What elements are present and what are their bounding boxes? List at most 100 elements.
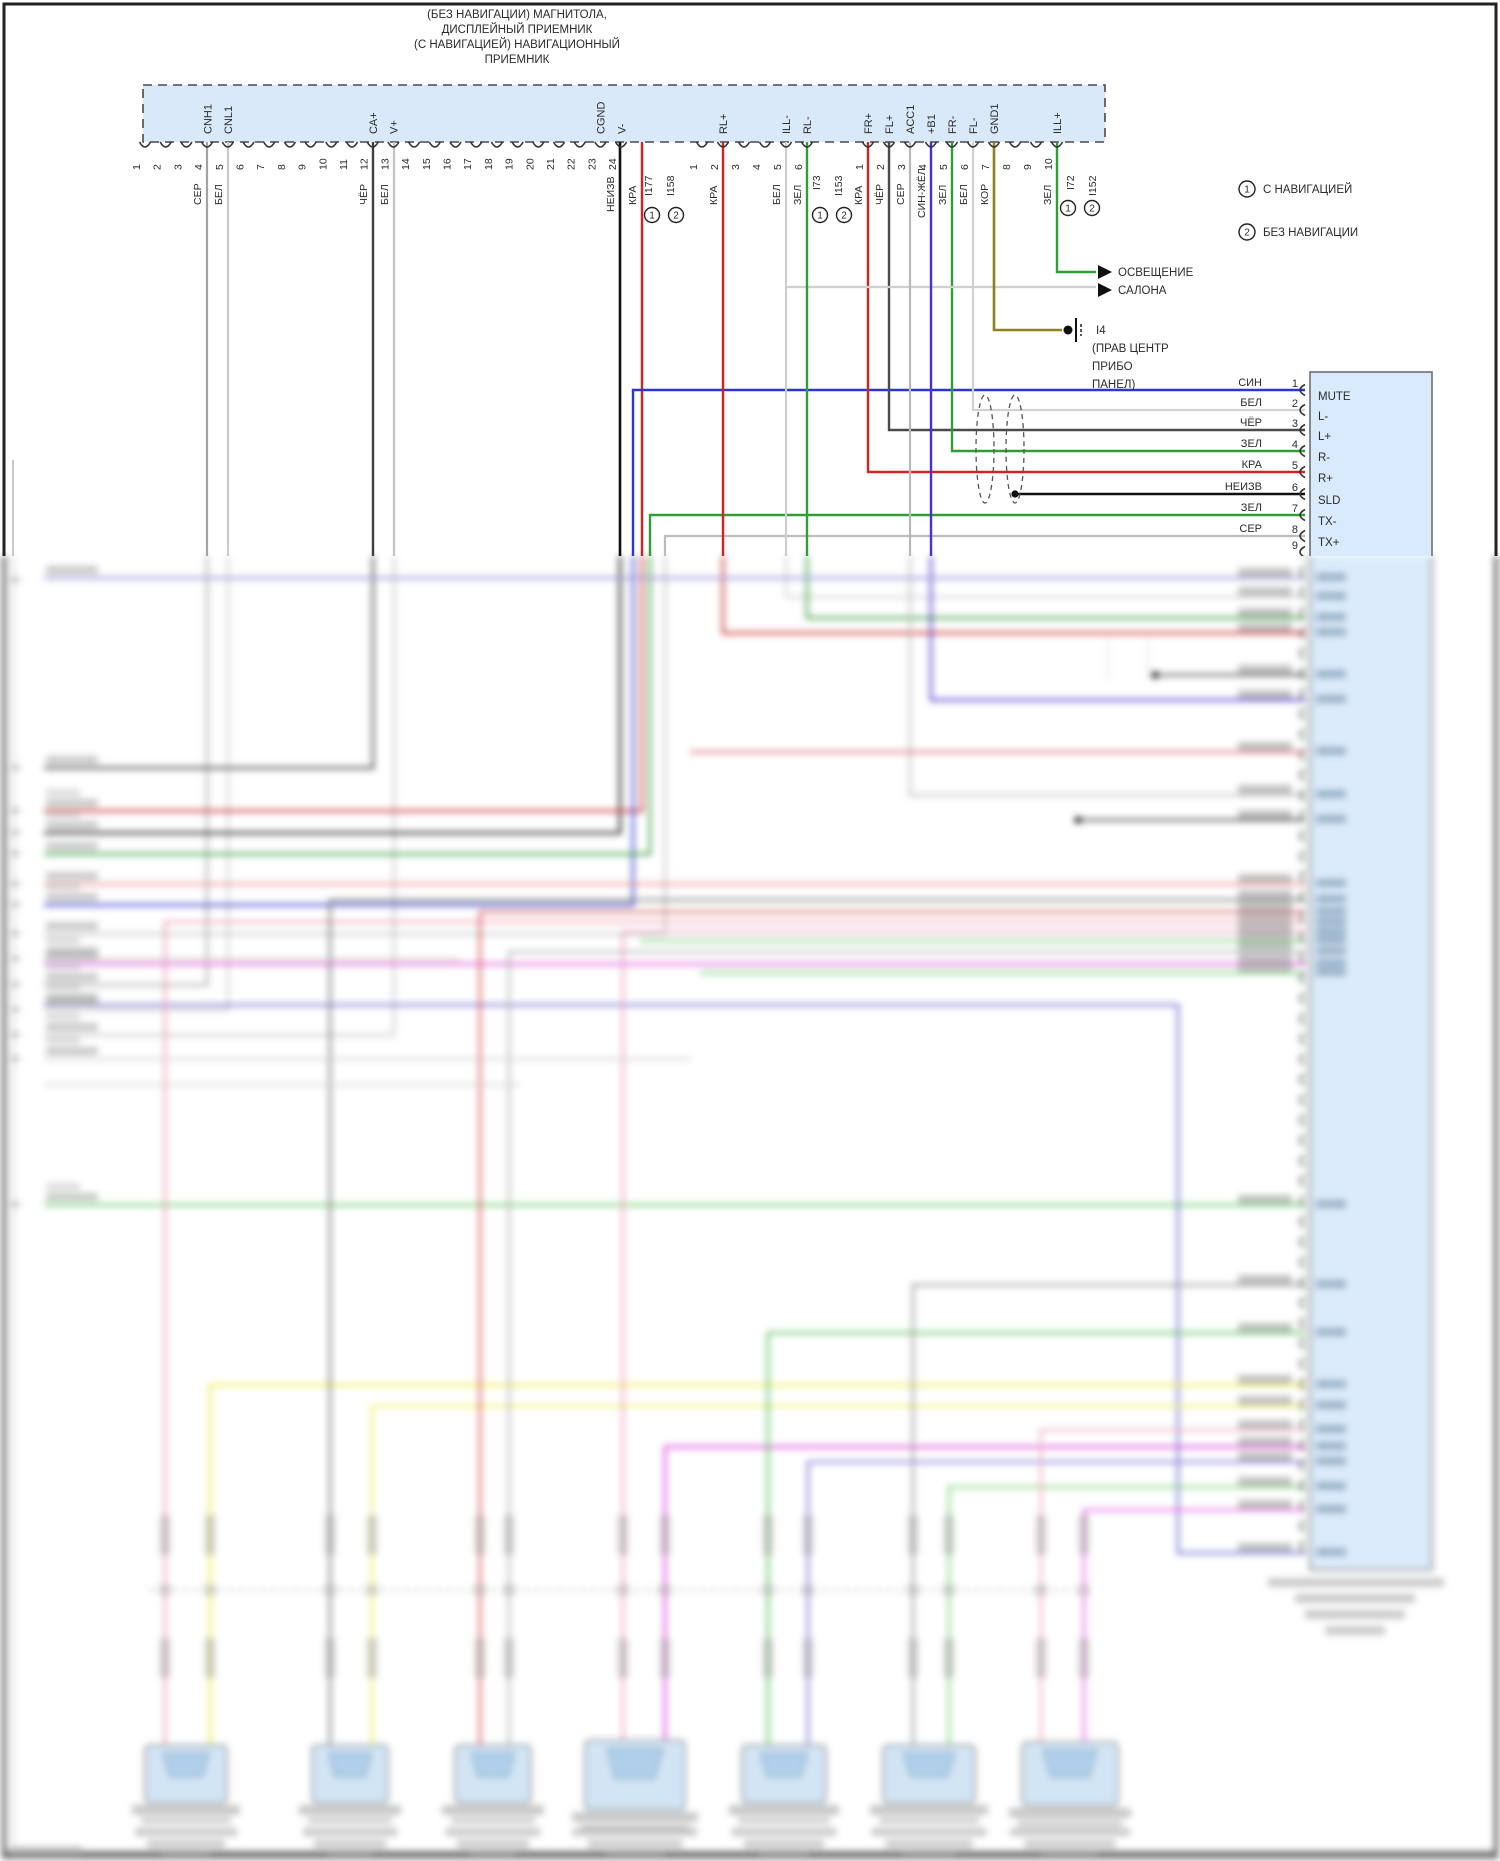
- wire: [392, 142, 396, 556]
- speaker-base: [132, 1805, 240, 1815]
- inline-connector-stub: [504, 1638, 514, 1678]
- margin-tick: [11, 830, 20, 835]
- speaker-cone-icon: [163, 1753, 209, 1777]
- blurred-wire-label: [1238, 665, 1292, 674]
- wire: [478, 910, 1305, 1745]
- blurred-wire-label: [1238, 810, 1292, 819]
- inline-connector-stub: [617, 1584, 629, 1596]
- pin-signal-label: CNL1: [223, 106, 235, 134]
- blurred-stub-label: [46, 952, 98, 960]
- pin-cup: [1299, 951, 1306, 964]
- inline-connector-stub: [503, 1584, 515, 1596]
- margin-tick: [11, 881, 20, 886]
- blurred-stub-label: [46, 821, 98, 829]
- inline-connector-stub: [205, 1638, 215, 1678]
- pin-cup: [1299, 992, 1306, 1005]
- arrow-icon: [1098, 265, 1112, 279]
- wire: [165, 922, 1305, 1745]
- pin-cup: [1299, 1540, 1306, 1553]
- wire: [44, 556, 396, 1037]
- wire-color-label: ЗЕЛ: [937, 185, 949, 205]
- margin-tick: [11, 1007, 20, 1012]
- blurred-wire-label: [1238, 742, 1292, 751]
- blurred-pin-label: [1316, 1280, 1346, 1288]
- blurred-pin-label: [1316, 1380, 1346, 1388]
- speaker-caption-bar: [871, 1828, 987, 1836]
- speaker-caption-bar: [605, 1852, 665, 1860]
- pin-cup: [1300, 1196, 1305, 1207]
- pin-cup: [1300, 1074, 1305, 1085]
- pin-cup: [758, 141, 772, 148]
- pin-number: 23: [586, 158, 598, 170]
- inline-connector-stub: [1036, 1515, 1046, 1555]
- blurred-stub-label: [46, 998, 98, 1006]
- wire-color-label: ЗЕЛ: [1042, 185, 1054, 205]
- pin-signal-label: V-: [616, 123, 628, 134]
- pin-number: 21: [545, 158, 557, 170]
- inline-connector-stub: [763, 1638, 773, 1678]
- wire: [328, 898, 1305, 1745]
- variant-circle-number: 1: [817, 211, 823, 222]
- blurred-pin-label: [1316, 747, 1346, 755]
- blurred-wire-label: [1238, 1195, 1292, 1204]
- speaker-cone-icon: [760, 1753, 807, 1777]
- blurred-wire-label: [1238, 931, 1292, 940]
- inline-connector-stub: [618, 1515, 628, 1555]
- wire: [631, 388, 1305, 556]
- inline-connector-stub: [618, 1638, 628, 1678]
- blurred-pin-label: [1316, 670, 1346, 678]
- blurred-stub-label: [46, 893, 98, 901]
- blurred-pin-label: [1316, 895, 1346, 903]
- arrow-icon: [1098, 283, 1112, 297]
- wire: [640, 142, 644, 556]
- margin-tick: [11, 830, 20, 835]
- blurred-wire-label: [1238, 902, 1292, 911]
- wire: [509, 952, 1305, 1745]
- blurred-pin-label: [1316, 790, 1346, 798]
- inline-connector-stub: [660, 1638, 670, 1678]
- wire: [950, 142, 1305, 453]
- wire: [507, 950, 1305, 1745]
- pin-cup: [1299, 687, 1306, 701]
- inline-connector-stub: [803, 1515, 813, 1555]
- wire: [1039, 1428, 1305, 1745]
- pin-cup: [1299, 1093, 1306, 1107]
- speaker-caption-bar: [303, 1828, 398, 1836]
- wire: [1055, 142, 1096, 274]
- speaker-base: [870, 1805, 988, 1815]
- blurred-pin-label: [1316, 1457, 1346, 1465]
- wire: [480, 912, 1305, 1745]
- pin-number: 3: [730, 164, 742, 170]
- blurred-stub-label: [46, 922, 98, 930]
- wire: [908, 142, 912, 556]
- blurred-wire-label: [1238, 623, 1292, 632]
- inline-connector-stub: [659, 1584, 671, 1596]
- blurred-wire-label: [1238, 608, 1292, 617]
- pin-cup: [1300, 1379, 1305, 1390]
- variant-circle-number: 2: [1089, 204, 1095, 215]
- speaker-base: [729, 1805, 839, 1815]
- blurred-wire-label: [1238, 1396, 1292, 1405]
- inline-connector-stub: [159, 1584, 171, 1596]
- blurred-stub-label: [46, 756, 98, 764]
- blurred-pin-label: [1316, 1401, 1346, 1409]
- pin-number: 16: [442, 158, 454, 170]
- row-color-label: ЗЕЛ: [1241, 438, 1262, 450]
- speaker-base: [1009, 1808, 1131, 1818]
- pin-cup: [800, 141, 814, 148]
- pin-cup: [594, 141, 607, 148]
- connector-id: I72: [1065, 175, 1077, 190]
- wire: [44, 1003, 1305, 1555]
- speaker-base: [1018, 1820, 1122, 1827]
- row-signal-label: R-: [1318, 452, 1330, 464]
- blurred-pin-label: [1316, 1200, 1346, 1208]
- inline-connector-stub: [659, 1584, 671, 1596]
- inline-connector-stub: [1079, 1638, 1089, 1678]
- pin-cup: [1300, 973, 1305, 984]
- wire-color-label: КРА: [853, 186, 865, 205]
- pin-cup: [1299, 1499, 1306, 1513]
- blurred-pin-label: [1316, 628, 1346, 636]
- blurred-stub-label: [46, 973, 98, 981]
- inline-connector-stub: [660, 1638, 670, 1678]
